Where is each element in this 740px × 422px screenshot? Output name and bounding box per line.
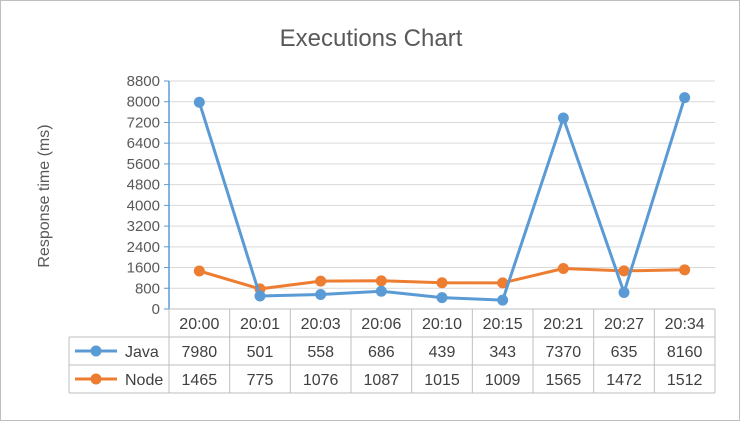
data-point-java — [375, 285, 387, 297]
data-point-node — [315, 275, 327, 287]
x-category-label: 20:34 — [665, 316, 705, 333]
legend-series-name: Node — [125, 372, 163, 389]
x-category-label: 20:15 — [483, 316, 523, 333]
table-value: 439 — [429, 344, 456, 361]
y-axis: 0 800 1600 2400 3200 4000 4800 5600 6400 7200 8000… — [127, 73, 170, 318]
table-value: 1015 — [424, 372, 460, 389]
data-point-java — [193, 96, 205, 108]
data-point-java — [618, 287, 630, 299]
x-category-label: 20:03 — [301, 316, 341, 333]
legend-series-name: Java — [125, 344, 159, 361]
chart-title: Executions Chart — [280, 25, 463, 52]
table-value: 8160 — [667, 344, 703, 361]
y-tick-label: 7200 — [127, 114, 160, 131]
data-point-java — [254, 290, 266, 302]
y-tick-label: 4000 — [127, 197, 160, 214]
y-tick-label: 2400 — [127, 239, 160, 256]
legend-key-marker — [90, 373, 102, 385]
data-point-node — [557, 262, 569, 274]
data-point-node — [436, 277, 448, 289]
data-table: 20:00 20:01 20:03 20:06 20:10 20:15 20:21 20:27… — [68, 308, 716, 394]
data-point-java — [315, 289, 327, 301]
table-value: 635 — [611, 344, 638, 361]
x-category-label: 20:21 — [543, 316, 583, 333]
legend-key-marker — [90, 345, 102, 357]
data-point-node — [679, 264, 691, 276]
table-value: 1472 — [606, 372, 642, 389]
table-value: 558 — [307, 344, 334, 361]
data-point-node — [497, 277, 509, 289]
data-point-java — [497, 294, 509, 306]
table-value: 7370 — [546, 344, 582, 361]
table-value: 775 — [247, 372, 274, 389]
y-tick-label: 0 — [152, 301, 160, 318]
y-tick-label: 6400 — [127, 135, 160, 152]
y-tick-label: 8000 — [127, 94, 160, 111]
x-category-label: 20:06 — [361, 316, 401, 333]
y-tick-label: 3200 — [127, 218, 160, 235]
data-point-node — [193, 265, 205, 277]
x-category-label: 20:00 — [179, 316, 219, 333]
y-tick-label: 8800 — [127, 73, 160, 90]
table-value: 1076 — [303, 372, 339, 389]
data-point-java — [436, 292, 448, 304]
table-value: 343 — [489, 344, 516, 361]
data-point-node — [618, 265, 630, 277]
y-tick-label: 5600 — [127, 156, 160, 173]
table-value: 501 — [247, 344, 274, 361]
table-value: 1009 — [485, 372, 521, 389]
x-category-label: 20:27 — [604, 316, 644, 333]
data-point-java — [679, 92, 691, 104]
table-value: 7980 — [182, 344, 218, 361]
table-value: 1512 — [667, 372, 703, 389]
y-axis-title: Response time (ms) — [36, 124, 53, 267]
y-tick-label: 1600 — [127, 260, 160, 277]
table-value: 686 — [368, 344, 395, 361]
table-value: 1465 — [182, 372, 218, 389]
y-tick-label: 4800 — [127, 177, 160, 194]
y-tick-label: 800 — [135, 280, 160, 297]
x-category-label: 20:10 — [422, 316, 462, 333]
table-value: 1565 — [546, 372, 582, 389]
data-point-java — [557, 112, 569, 124]
table-value: 1087 — [364, 372, 400, 389]
x-category-label: 20:01 — [240, 316, 280, 333]
data-point-node — [375, 275, 387, 287]
gridlines — [169, 80, 715, 289]
plot-area — [193, 92, 691, 306]
